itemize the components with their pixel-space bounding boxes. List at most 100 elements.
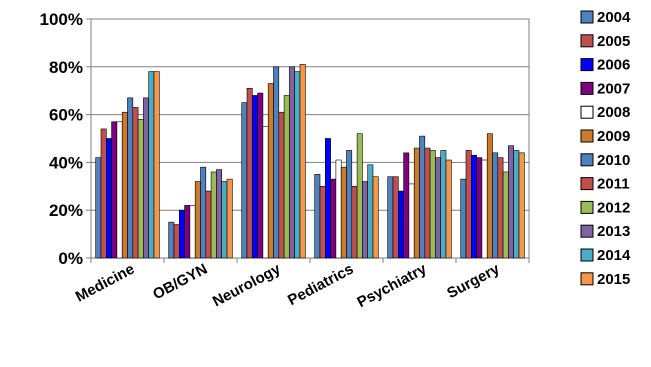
y-tick-label: 20%	[49, 201, 83, 220]
legend-label: 2005	[597, 33, 630, 50]
bar-2011-surgery	[497, 157, 504, 259]
legend-label: 2012	[597, 199, 630, 216]
bar-2005-neurology	[246, 88, 253, 259]
bar-2013-medicine	[143, 97, 149, 259]
bar-2015-medicine	[153, 71, 160, 259]
bar-2010-neurology	[273, 66, 280, 259]
bar-2004-psychiatry	[387, 176, 394, 259]
bar-2004-surgery	[460, 178, 467, 259]
bar-2004-ob-gyn	[168, 221, 175, 259]
bar-2004-pediatrics	[314, 174, 321, 259]
bar-2014-surgery	[513, 150, 520, 259]
bar-2009-pediatrics	[340, 166, 347, 259]
bar-2014-pediatrics	[367, 164, 374, 259]
bar-2014-psychiatry	[440, 150, 447, 259]
bar-2013-ob-gyn	[216, 169, 222, 259]
bar-2006-medicine	[106, 138, 112, 259]
bar-2005-ob-gyn	[173, 224, 180, 259]
bar-2007-pediatrics	[330, 178, 337, 259]
bar-2009-psychiatry	[413, 147, 420, 259]
bar-2014-medicine	[148, 71, 155, 259]
bar-2014-neurology	[294, 71, 301, 259]
bar-2010-ob-gyn	[200, 166, 207, 259]
legend-label: 2009	[597, 128, 630, 145]
legend-swatch	[580, 248, 594, 262]
bar-2005-surgery	[465, 150, 472, 259]
legend-label: 2008	[597, 104, 630, 121]
bar-2008-medicine	[116, 121, 123, 259]
bar-2010-medicine	[127, 97, 134, 259]
bar-2015-pediatrics	[372, 176, 379, 259]
bar-2008-surgery	[481, 159, 488, 259]
legend-swatch	[580, 81, 594, 95]
bar-2010-pediatrics	[346, 150, 353, 259]
bar-2007-medicine	[111, 121, 118, 259]
y-tick-label: 100%	[40, 10, 83, 29]
bar-2013-pediatrics	[362, 181, 368, 259]
y-tick-label: 40%	[49, 153, 83, 172]
bar-2010-psychiatry	[419, 135, 426, 259]
bar-2014-ob-gyn	[221, 181, 228, 259]
bar-2008-pediatrics	[335, 159, 342, 259]
legend-label: 2006	[597, 57, 630, 74]
bar-2008-ob-gyn	[189, 205, 196, 259]
bar-2011-neurology	[278, 111, 285, 259]
bar-2009-surgery	[486, 133, 493, 259]
bar-2011-pediatrics	[351, 186, 358, 259]
bar-2011-ob-gyn	[205, 190, 212, 259]
bar-2015-surgery	[518, 152, 525, 259]
bar-2008-psychiatry	[408, 183, 415, 259]
bar-2006-surgery	[470, 154, 477, 259]
bar-2005-pediatrics	[319, 186, 326, 259]
bar-2009-neurology	[267, 83, 274, 259]
bar-2011-psychiatry	[424, 147, 431, 259]
plot-frame	[90, 18, 530, 259]
y-tick-label: 0%	[58, 249, 83, 268]
bar-2005-medicine	[100, 128, 107, 259]
x-axis: Medicine OB/GYN Neurology PediatricsPsychia…	[73, 258, 530, 311]
legend-label: 2007	[597, 80, 630, 97]
bar-2007-surgery	[476, 157, 483, 259]
bar-2007-psychiatry	[403, 152, 410, 259]
bar-2004-medicine	[95, 157, 102, 259]
y-tick-label: 80%	[49, 58, 83, 77]
bar-2012-surgery	[502, 171, 509, 259]
legend-label: 2013	[597, 223, 630, 240]
bar-2012-neurology	[283, 95, 290, 259]
legend-swatch	[580, 200, 594, 214]
bar-2012-ob-gyn	[210, 171, 217, 259]
legend-box	[576, 1, 651, 293]
x-category-label: Neurology	[210, 260, 284, 310]
bar-2009-medicine	[121, 111, 128, 259]
bar-2013-psychiatry	[435, 157, 441, 259]
plot-area	[90, 18, 530, 259]
bar-2006-neurology	[252, 95, 258, 259]
bar-2012-psychiatry	[429, 150, 436, 259]
legend-swatch	[580, 177, 594, 191]
bar-2006-pediatrics	[324, 138, 331, 259]
legend-swatch	[580, 224, 594, 238]
bar-2011-medicine	[132, 107, 139, 259]
legend-label: 2011	[597, 176, 630, 193]
x-category-label: Psychiatry	[354, 260, 430, 311]
x-category-label: Surgery	[444, 260, 503, 302]
bar-2013-neurology	[289, 66, 295, 259]
bar-2015-psychiatry	[445, 159, 452, 259]
legend-swatch	[580, 58, 594, 72]
bar-2005-psychiatry	[392, 176, 399, 259]
y-axis: 0% 20% 40% 60% 80% 100%	[40, 10, 91, 268]
legend-swatch	[580, 129, 594, 143]
bar-2013-surgery	[508, 145, 514, 259]
legend-label: 2014	[597, 247, 631, 264]
bar-2009-ob-gyn	[194, 181, 201, 259]
legend-label: 2015	[597, 271, 630, 288]
legend-swatch	[580, 105, 594, 119]
bar-2004-neurology	[241, 102, 248, 259]
bar-2012-medicine	[137, 119, 144, 259]
bar-2006-ob-gyn	[179, 209, 185, 259]
legend-swatch	[580, 272, 594, 286]
bar-2012-pediatrics	[356, 133, 363, 259]
legend-label: 2010	[597, 152, 630, 169]
